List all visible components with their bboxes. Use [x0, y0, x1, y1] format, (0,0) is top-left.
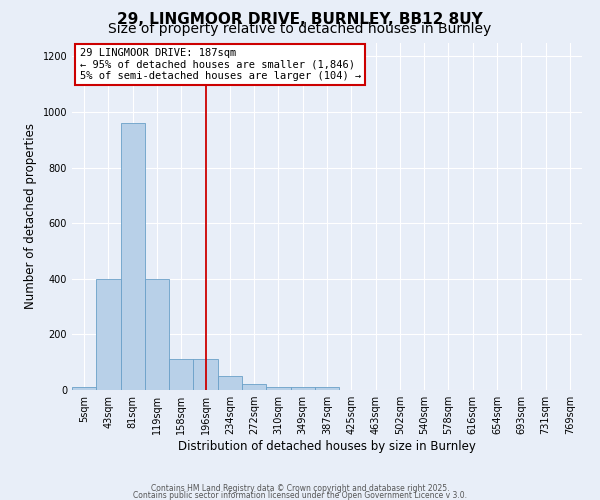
Bar — [72, 387, 96, 390]
Bar — [315, 387, 339, 390]
X-axis label: Distribution of detached houses by size in Burnley: Distribution of detached houses by size … — [178, 440, 476, 453]
Bar — [169, 360, 193, 390]
Y-axis label: Number of detached properties: Number of detached properties — [24, 123, 37, 309]
Text: Size of property relative to detached houses in Burnley: Size of property relative to detached ho… — [109, 22, 491, 36]
Text: 29 LINGMOOR DRIVE: 187sqm
← 95% of detached houses are smaller (1,846)
5% of sem: 29 LINGMOOR DRIVE: 187sqm ← 95% of detac… — [80, 48, 361, 81]
Bar — [266, 387, 290, 390]
Text: Contains public sector information licensed under the Open Government Licence v : Contains public sector information licen… — [133, 491, 467, 500]
Bar — [193, 360, 218, 390]
Bar — [96, 279, 121, 390]
Bar — [145, 279, 169, 390]
Text: Contains HM Land Registry data © Crown copyright and database right 2025.: Contains HM Land Registry data © Crown c… — [151, 484, 449, 493]
Bar — [121, 123, 145, 390]
Text: 29, LINGMOOR DRIVE, BURNLEY, BB12 8UY: 29, LINGMOOR DRIVE, BURNLEY, BB12 8UY — [117, 12, 483, 28]
Bar — [218, 376, 242, 390]
Bar — [290, 387, 315, 390]
Bar — [242, 384, 266, 390]
